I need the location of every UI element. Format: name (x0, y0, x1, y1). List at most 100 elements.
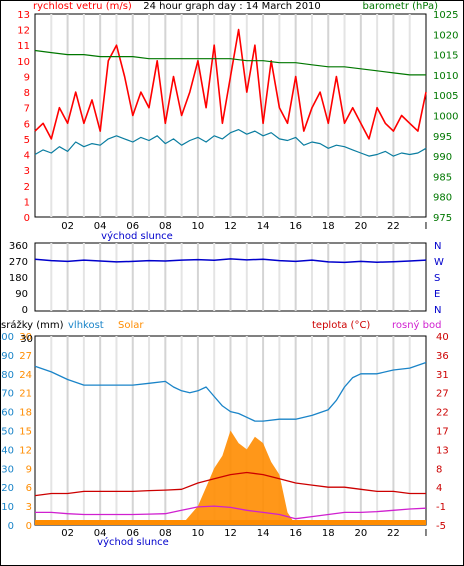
direction-tick-label: 90 (15, 289, 28, 300)
wind-speed-tick-label: 8 (24, 88, 30, 99)
bottom-x-tick-label: 22 (387, 528, 400, 539)
bottom-x-tick-label: 02 (61, 528, 74, 539)
compass-tick-label: N (434, 241, 441, 252)
solar-tick-label: 3 (26, 502, 32, 513)
humidity-tick-label: 70 (1, 389, 14, 400)
bottom-x-tick-label: 14 (257, 528, 270, 539)
solar-tick-label: 12 (19, 445, 32, 456)
solar-label: Solar (118, 320, 144, 331)
temperature-tick-label: 22 (436, 408, 449, 419)
dewpoint-label: rosný bod (392, 319, 441, 331)
temperature-line (34, 471, 426, 497)
direction-tick-label: 270 (9, 257, 28, 268)
wind-speed-tick-label: 11 (17, 41, 30, 52)
humidity-tick-label: 80 (1, 370, 14, 381)
pressure-tick-label: 990 (433, 152, 452, 163)
temperature-label: teplota (°C) (312, 320, 370, 331)
solar-tick-label: 27 (19, 351, 32, 362)
solar-area (35, 430, 426, 525)
top-x-tick-label: 02 (61, 221, 74, 232)
solar-tick-label: 0 (26, 521, 32, 532)
sunrise-label-top: východ slunce (101, 230, 173, 242)
pressure-tick-label: 1025 (433, 10, 458, 21)
top-x-tick-label: 20 (354, 221, 367, 232)
bottom-x-tick-label: 16 (289, 528, 302, 539)
wind-speed-tick-label: 9 (24, 72, 30, 83)
top-x-tick-label: 16 (289, 221, 302, 232)
direction-tick-label: 0 (22, 305, 28, 316)
bottom-x-tick-label: 18 (322, 528, 335, 539)
wind-speed-tick-label: 3 (24, 166, 30, 177)
bottom-panel: 0102030405060708090100036912151821242730… (0, 332, 449, 539)
wind-speed-tick-label: 13 (17, 10, 30, 21)
humidity-line (34, 361, 427, 422)
bottom-x-tick-label: 04 (94, 528, 107, 539)
humidity-tick-label: 0 (8, 521, 14, 532)
compass-tick-label: W (434, 257, 444, 268)
temperature-tick-label: 40 (436, 332, 449, 343)
humidity-tick-label: 100 (0, 332, 14, 343)
precip-tick-label: 30 (20, 334, 33, 345)
bottom-x-tick-label: 20 (354, 528, 367, 539)
humidity-tick-label: 30 (1, 464, 14, 475)
bottom-x-tick-label: 10 (192, 528, 205, 539)
pressure-tick-label: 1010 (433, 71, 458, 82)
humidity-label: vlhkost (68, 320, 104, 331)
wind-speed-label: rychlost vetru (m/s) (33, 1, 132, 12)
solar-tick-label: 15 (19, 427, 32, 438)
wind-speed-tick-label: 7 (24, 104, 30, 115)
humidity-tick-label: 10 (1, 502, 14, 513)
solar-tick-label: 18 (19, 408, 32, 419)
solar-tick-label: 9 (26, 464, 32, 475)
top-x-tick-label: 06 (126, 221, 139, 232)
direction-tick-label: 360 (9, 241, 28, 252)
compass-tick-label: S (434, 273, 440, 284)
pressure-tick-label: 975 (433, 213, 452, 224)
dewpoint-line (35, 505, 427, 520)
barometer-label: barometr (hPa) (363, 1, 439, 12)
wind-speed-tick-label: 10 (17, 57, 30, 68)
top-x-tick-label: 22 (387, 221, 400, 232)
temperature-tick-label: 13 (436, 445, 449, 456)
wind-speed-tick-label: 12 (17, 26, 30, 37)
pressure-tick-label: 1020 (433, 30, 458, 41)
top-x-tick-label: 14 (257, 221, 270, 232)
precip-label: srážky (mm) (1, 319, 64, 331)
wind-speed-tick-label: 4 (24, 151, 30, 162)
humidity-tick-label: 40 (1, 445, 14, 456)
temperature-tick-label: 36 (436, 351, 449, 362)
top-x-tick-label: 18 (322, 221, 335, 232)
direction-tick-label: 180 (9, 273, 28, 284)
top-x-tick-label: 04 (94, 221, 107, 232)
bottom-x-tick-label: 06 (126, 528, 139, 539)
bottom-x-tick-label: I (425, 528, 428, 539)
temperature-tick-label: 31 (436, 370, 449, 381)
solar-tick-label: 21 (19, 389, 32, 400)
pressure-tick-label: 1005 (433, 91, 458, 102)
sunrise-label-bottom: východ slunce (97, 536, 169, 548)
wind-line (34, 129, 427, 157)
temperature-tick-label: 17 (436, 427, 449, 438)
chart-title: 24 hour graph day : 14 March 2010 (143, 1, 321, 12)
wind-speed-tick-label: 6 (24, 119, 30, 130)
wind-speed-tick-label: 2 (24, 182, 30, 193)
pressure-tick-label: 980 (433, 193, 452, 204)
top-x-tick-label: I (425, 221, 428, 232)
pressure-tick-label: 985 (433, 172, 452, 183)
top-x-tick-label: 12 (224, 221, 237, 232)
temperature-tick-label: -5 (436, 521, 446, 532)
bottom-x-tick-label: 12 (224, 528, 237, 539)
pressure-tick-label: 995 (433, 132, 452, 143)
wind-speed-tick-label: 5 (24, 135, 30, 146)
temperature-tick-label: -1 (436, 502, 446, 513)
temperature-tick-label: 8 (436, 464, 442, 475)
compass-tick-label: E (434, 289, 440, 300)
solar-tick-label: 6 (26, 483, 32, 494)
direction-line (34, 258, 427, 264)
humidity-tick-label: 60 (1, 408, 14, 419)
top-x-tick-label: 10 (192, 221, 205, 232)
solar-tick-label: 30 (19, 332, 32, 343)
